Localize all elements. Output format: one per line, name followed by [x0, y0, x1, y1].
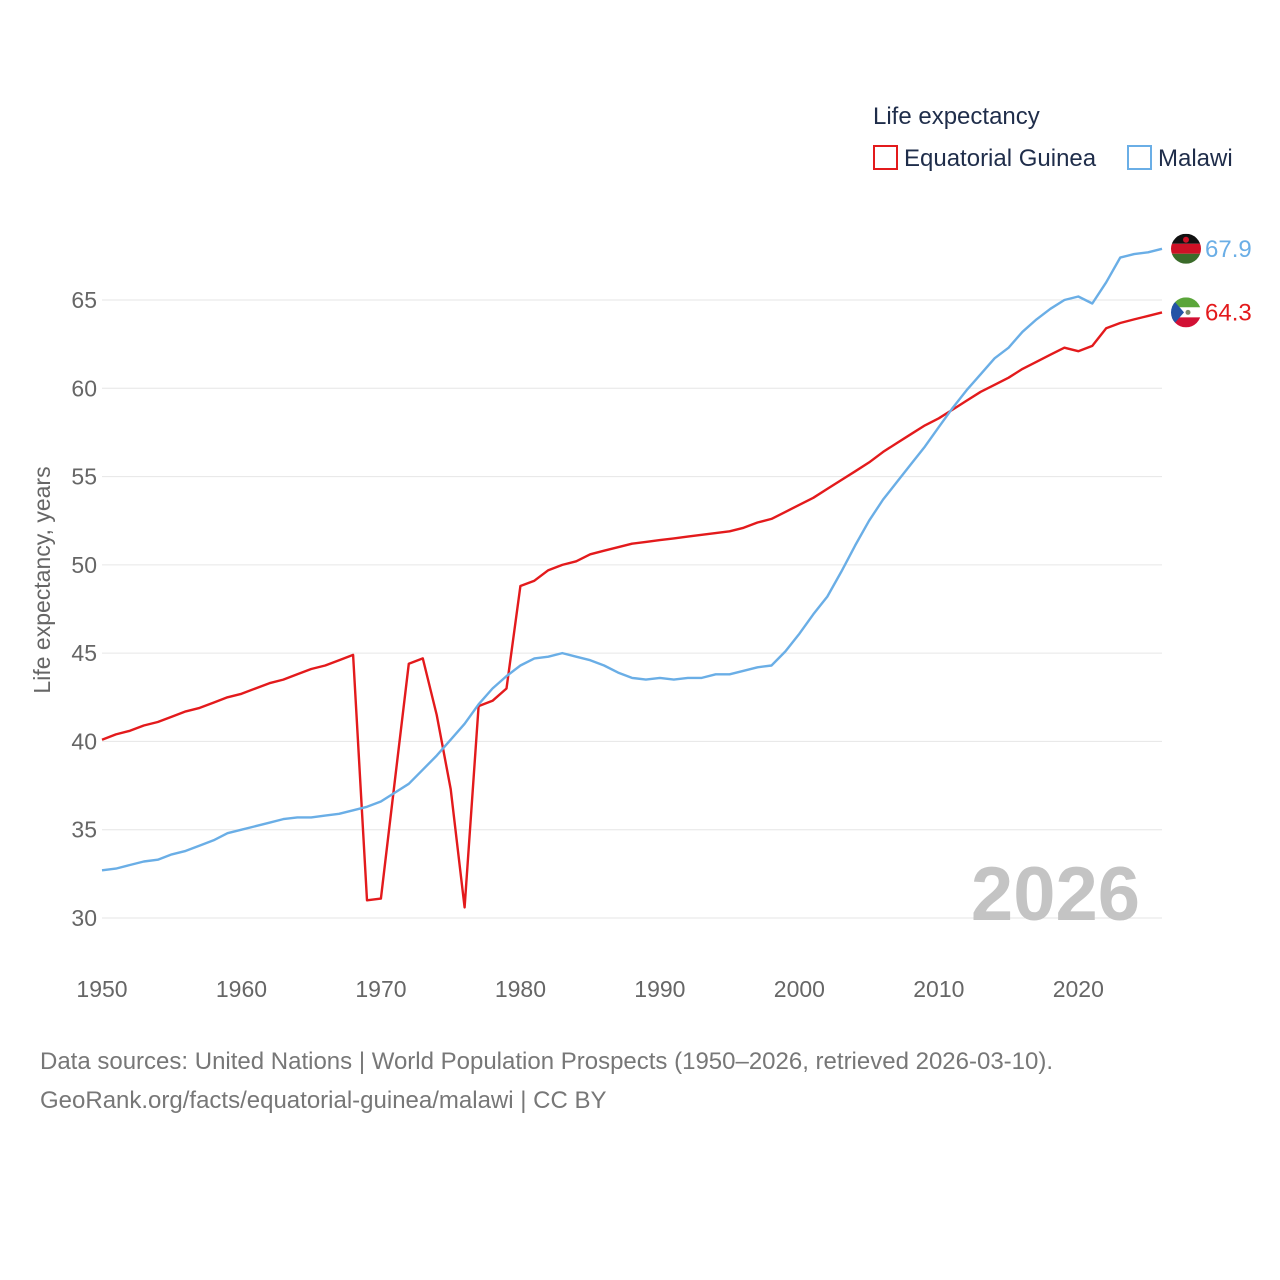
source-link[interactable]: GeoRank.org/facts/equatorial-guinea/mala…: [40, 1087, 607, 1114]
equatorial-guinea-flag-icon: [1171, 297, 1201, 328]
x-tick-2000: 2000: [774, 976, 825, 1002]
malawi-flag-icon: [1171, 233, 1201, 264]
series-line-malawi[interactable]: [101, 247, 1163, 872]
series-lines: [101, 247, 1163, 909]
end-label-malawi: 67.9: [1205, 236, 1252, 263]
y-axis-title: Life expectancy, years: [29, 466, 55, 693]
data-sources-text: Data sources: United Nations | World Pop…: [40, 1048, 1054, 1075]
y-tick-45: 45: [71, 640, 97, 666]
legend-item-equatorial-guinea[interactable]: Equatorial Guinea: [873, 145, 1097, 172]
y-tick-60: 60: [71, 375, 97, 401]
series-line-equatorial-guinea[interactable]: [101, 311, 1163, 909]
legend-label-equatorial-guinea: Equatorial Guinea: [904, 145, 1097, 172]
legend: Life expectancy Equatorial Guinea Malawi: [873, 103, 1233, 172]
legend-title: Life expectancy: [873, 103, 1040, 130]
y-tick-30: 30: [71, 905, 97, 931]
x-tick-2020: 2020: [1053, 976, 1104, 1002]
x-tick-1970: 1970: [355, 976, 406, 1002]
y-tick-35: 35: [71, 817, 97, 843]
x-tick-1950: 1950: [76, 976, 127, 1002]
legend-item-malawi[interactable]: Malawi: [1127, 145, 1233, 172]
x-tick-1960: 1960: [216, 976, 267, 1002]
y-tick-65: 65: [71, 287, 97, 313]
y-tick-55: 55: [71, 464, 97, 490]
x-tick-2010: 2010: [913, 976, 964, 1002]
year-watermark: 2026: [971, 852, 1140, 937]
gridlines: [102, 299, 1162, 919]
x-axis-ticks: 1950 1960 1970 1980 1990 2000 2010 2020: [76, 976, 1103, 1002]
end-label-equatorial-guinea: 64.3: [1205, 299, 1252, 326]
y-tick-50: 50: [71, 552, 97, 578]
series-end-markers: 64.3 67.9: [1171, 233, 1252, 328]
footer: Data sources: United Nations | World Pop…: [40, 1042, 1053, 1120]
y-axis-ticks: 30 35 40 45 50 55 60 65: [71, 287, 97, 931]
x-tick-1990: 1990: [634, 976, 685, 1002]
legend-swatch-malawi: [1127, 145, 1152, 170]
legend-swatch-equatorial-guinea: [873, 145, 898, 170]
x-tick-1980: 1980: [495, 976, 546, 1002]
legend-label-malawi: Malawi: [1158, 145, 1233, 172]
y-tick-40: 40: [71, 728, 97, 754]
